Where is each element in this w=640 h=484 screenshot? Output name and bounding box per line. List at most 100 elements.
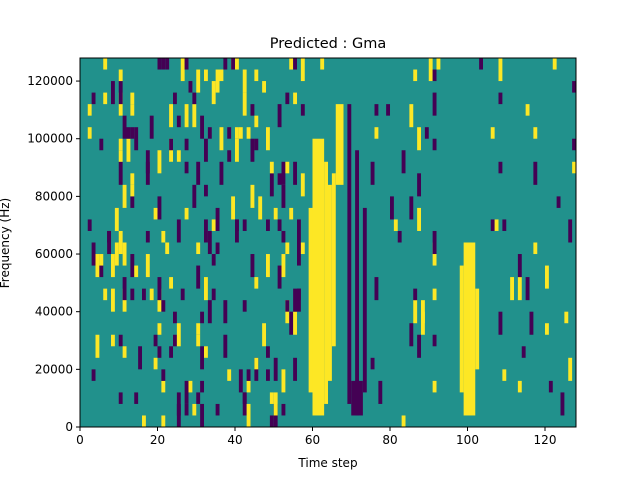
heatmap-cell: [157, 150, 162, 174]
heatmap-cell: [111, 81, 115, 105]
heatmap-cell: [200, 346, 205, 370]
heatmap-cell: [95, 254, 100, 278]
heatmap-cell: [161, 415, 166, 427]
bright-band: [463, 242, 476, 416]
heatmap-cell: [161, 300, 166, 312]
plot-frame: [79, 57, 577, 428]
heatmap-cell: [153, 357, 158, 370]
x-axis: 0 20 40 60 80 100 120: [76, 427, 556, 447]
heatmap-cell: [207, 300, 212, 324]
heatmap-cell: [91, 242, 96, 266]
heatmap-cells: [87, 58, 577, 427]
heatmap-cell: [176, 392, 181, 416]
heatmap-area: [80, 58, 577, 427]
heatmap-cell: [118, 392, 123, 404]
heatmap-cell: [118, 161, 123, 185]
heatmap-cell: [122, 115, 127, 139]
heatmap-cell: [165, 242, 170, 255]
heatmap-cell: [246, 369, 251, 381]
heatmap-cell: [250, 184, 255, 208]
heatmap-cell: [409, 196, 414, 220]
heatmap-cell: [502, 369, 507, 381]
heatmap-cell: [285, 300, 290, 312]
heatmap-cell: [297, 242, 301, 266]
heatmap-cell: [300, 173, 305, 197]
heatmap-cell: [401, 150, 406, 174]
heatmap-cell: [122, 277, 127, 301]
heatmap-cell: [130, 196, 135, 208]
heatmap-cell: [498, 161, 503, 174]
heatmap-cell: [269, 415, 274, 427]
heatmap-cell: [285, 242, 290, 255]
x-tick-label: 40: [227, 433, 242, 447]
x-tick-label: 80: [382, 433, 397, 447]
heatmap-cell: [103, 92, 108, 105]
heatmap-cell: [300, 242, 305, 255]
heatmap-cell: [204, 69, 208, 82]
heatmap-cell: [552, 58, 557, 70]
heatmap-cell: [529, 311, 534, 335]
heatmap-cell: [223, 334, 228, 358]
heatmap-cell: [285, 161, 290, 174]
heatmap-cell: [169, 277, 174, 289]
heatmap-cell: [204, 346, 208, 358]
heatmap-cell: [87, 104, 92, 116]
heatmap-cell: [494, 219, 499, 231]
heatmap-cell: [300, 104, 305, 116]
y-tick-label: 100000: [27, 132, 73, 146]
heatmap-cell: [424, 127, 429, 139]
bright-band: [331, 173, 336, 347]
heatmap-cell: [262, 323, 267, 347]
heatmap-cell: [254, 115, 259, 128]
heatmap-cell: [161, 380, 166, 393]
heatmap-cell: [266, 127, 270, 151]
heatmap-cell: [238, 369, 243, 393]
y-tick-label: 80000: [35, 189, 73, 203]
heatmap-cell: [196, 265, 201, 289]
heatmap-cell: [269, 392, 274, 404]
heatmap-cell: [114, 207, 119, 231]
heatmap-cell: [545, 265, 549, 289]
x-axis-label: Time step: [297, 456, 357, 470]
heatmap-cell: [122, 288, 127, 312]
heatmap-cell: [227, 369, 232, 381]
heatmap-cell: [145, 254, 150, 278]
heatmap-cell: [184, 138, 189, 151]
heatmap-cell: [176, 115, 181, 128]
heatmap-cell: [215, 69, 220, 93]
heatmap-cell: [413, 300, 418, 324]
heatmap-cell: [432, 138, 437, 151]
heatmap-cell: [277, 219, 282, 231]
heatmap-cell: [572, 81, 577, 93]
heatmap-cell: [409, 323, 414, 347]
heatmap-cell: [176, 219, 181, 243]
heatmap-cell: [246, 127, 251, 139]
heatmap-cell: [111, 254, 115, 278]
heatmap-cell: [215, 403, 220, 416]
heatmap-cell: [196, 161, 201, 185]
bright-band: [312, 138, 325, 416]
heatmap-cell: [289, 207, 294, 220]
heatmap-cell: [281, 161, 286, 185]
heatmap-cell: [204, 219, 208, 231]
heatmap-cell: [211, 219, 216, 231]
heatmap-cell: [281, 230, 286, 243]
heatmap-cell: [184, 58, 189, 70]
heatmap-cell: [118, 81, 123, 105]
heatmap-cell: [204, 277, 208, 301]
heatmap-cell: [122, 346, 127, 358]
heatmap-cell: [169, 104, 174, 128]
heatmap-cell: [432, 288, 437, 301]
heatmap-cell: [157, 323, 162, 335]
heatmap-cell: [200, 380, 205, 393]
heatmap-cell: [521, 346, 526, 358]
heatmap-cell: [165, 58, 170, 70]
heatmap-cell: [188, 380, 193, 393]
heatmap-cell: [533, 242, 538, 255]
heatmap-cell: [161, 58, 166, 70]
heatmap-cell: [184, 161, 189, 174]
heatmap-cell: [525, 277, 530, 301]
heatmap-cell: [277, 265, 282, 289]
heatmap-cell: [173, 92, 177, 105]
heatmap-cell: [149, 288, 154, 301]
